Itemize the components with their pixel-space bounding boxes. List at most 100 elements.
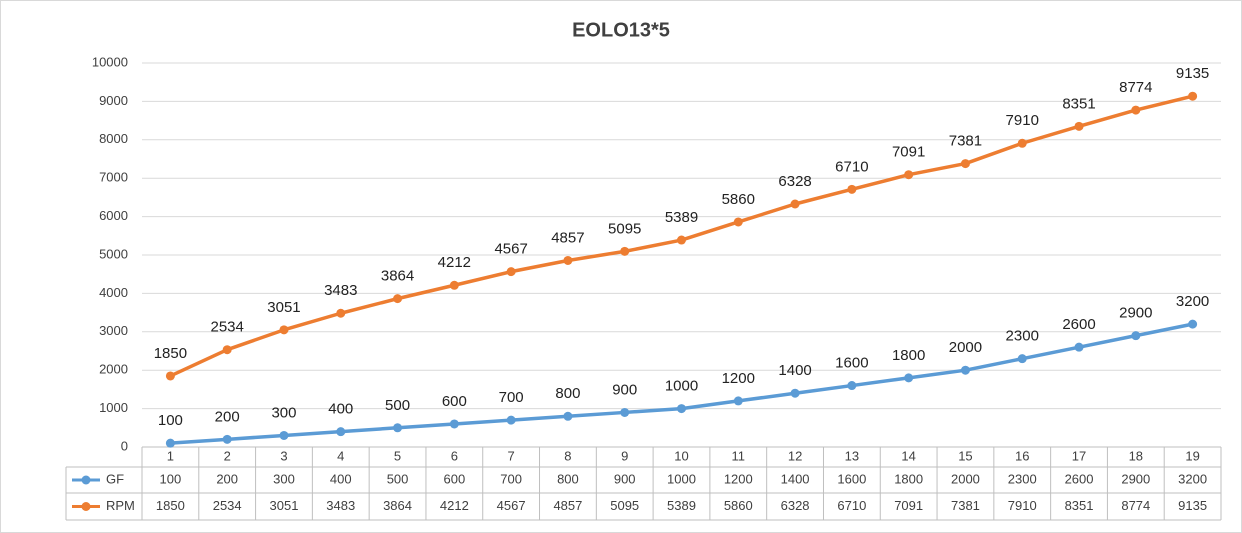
table-cell: 7910	[1008, 498, 1037, 513]
x-tick-label: 11	[732, 448, 746, 463]
table-cell: 4567	[497, 498, 526, 513]
y-tick-label: 4000	[99, 285, 128, 300]
table-cell: 6710	[837, 498, 866, 513]
x-tick-label: 13	[845, 448, 859, 463]
table-cell: 4212	[440, 498, 469, 513]
y-tick-label: 8000	[99, 131, 128, 146]
table-cell: 900	[614, 471, 636, 486]
table-cell: 8351	[1065, 498, 1094, 513]
table-cell: 5860	[724, 498, 753, 513]
y-tick-label: 7000	[99, 170, 128, 185]
x-tick-label: 9	[621, 448, 628, 463]
x-tick-label: 10	[674, 448, 688, 463]
point	[506, 415, 516, 425]
point	[165, 438, 175, 448]
data-label: 1850	[154, 345, 187, 362]
table-cell: 3200	[1178, 471, 1207, 486]
x-tick-label: 15	[958, 448, 972, 463]
data-label: 7910	[1006, 112, 1039, 129]
table-cell: 5389	[667, 498, 696, 513]
data-label: 3200	[1176, 293, 1209, 310]
x-tick-label: 16	[1015, 448, 1029, 463]
table-cell: 1850	[156, 498, 185, 513]
table-cell: 3864	[383, 498, 412, 513]
point	[1017, 138, 1027, 148]
data-label: 4857	[551, 229, 584, 246]
x-tick-label: 8	[564, 448, 571, 463]
point	[165, 371, 175, 381]
table-cell: 4857	[553, 498, 582, 513]
y-tick-label: 9000	[99, 93, 128, 108]
table-cell: 6328	[781, 498, 810, 513]
point	[449, 419, 459, 429]
point	[336, 308, 346, 318]
y-tick-label: 3000	[99, 323, 128, 338]
data-label: 5095	[608, 220, 641, 237]
data-label: 3051	[267, 299, 300, 316]
table-cell: 7091	[894, 498, 923, 513]
point	[790, 199, 800, 209]
x-tick-label: 17	[1072, 448, 1086, 463]
data-label: 6328	[778, 173, 811, 190]
point	[790, 388, 800, 398]
legend-label: GF	[106, 471, 124, 486]
data-label: 900	[612, 381, 637, 398]
data-label: 600	[442, 393, 467, 410]
x-tick-label: 5	[394, 448, 401, 463]
table-cell: 2534	[213, 498, 242, 513]
point	[847, 184, 857, 194]
point	[847, 381, 857, 391]
table-cell: 1000	[667, 471, 696, 486]
point	[279, 430, 289, 440]
point	[677, 235, 686, 245]
data-label: 1600	[835, 355, 868, 372]
y-tick-label: 10000	[92, 54, 128, 69]
data-label: 200	[215, 408, 240, 425]
point	[1188, 91, 1198, 101]
x-tick-label: 12	[788, 448, 802, 463]
x-tick-label: 3	[280, 448, 287, 463]
y-tick-label: 2000	[99, 362, 128, 377]
data-label: 1200	[722, 370, 755, 387]
point	[960, 159, 970, 169]
table-cell: 9135	[1178, 498, 1207, 513]
table-cell: 1200	[724, 471, 753, 486]
x-tick-label: 7	[508, 448, 515, 463]
x-tick-label: 2	[224, 448, 231, 463]
legend-marker	[81, 475, 91, 485]
table-cell: 200	[216, 471, 238, 486]
data-label: 2000	[949, 339, 982, 356]
point	[1074, 121, 1084, 131]
table-cell: 3483	[326, 498, 355, 513]
table-cell: 2600	[1065, 471, 1094, 486]
legend-marker	[81, 502, 91, 511]
table-cell: 3051	[270, 498, 299, 513]
table-cell: 2900	[1121, 471, 1150, 486]
data-label: 8774	[1119, 79, 1152, 96]
table-cell: 7381	[951, 498, 980, 513]
data-label: 4567	[494, 241, 527, 258]
y-tick-label: 1000	[99, 400, 128, 415]
data-label: 3864	[381, 268, 414, 285]
y-tick-label: 5000	[99, 246, 128, 261]
table-cell: 100	[160, 471, 182, 486]
data-label: 8351	[1062, 95, 1095, 112]
point	[222, 434, 232, 444]
data-label: 700	[499, 389, 524, 406]
point	[1074, 342, 1084, 352]
chart-title: EOLO13*5	[572, 19, 670, 41]
table-cell: 1400	[781, 471, 810, 486]
point	[563, 411, 573, 421]
point	[336, 427, 346, 437]
data-label: 7091	[892, 144, 925, 161]
data-label: 2534	[210, 319, 243, 336]
point	[393, 423, 403, 433]
data-label: 1000	[665, 378, 698, 395]
table-cell: 700	[500, 471, 522, 486]
point	[279, 325, 289, 335]
point	[449, 280, 459, 290]
point	[733, 217, 743, 227]
data-label: 2600	[1062, 316, 1095, 333]
